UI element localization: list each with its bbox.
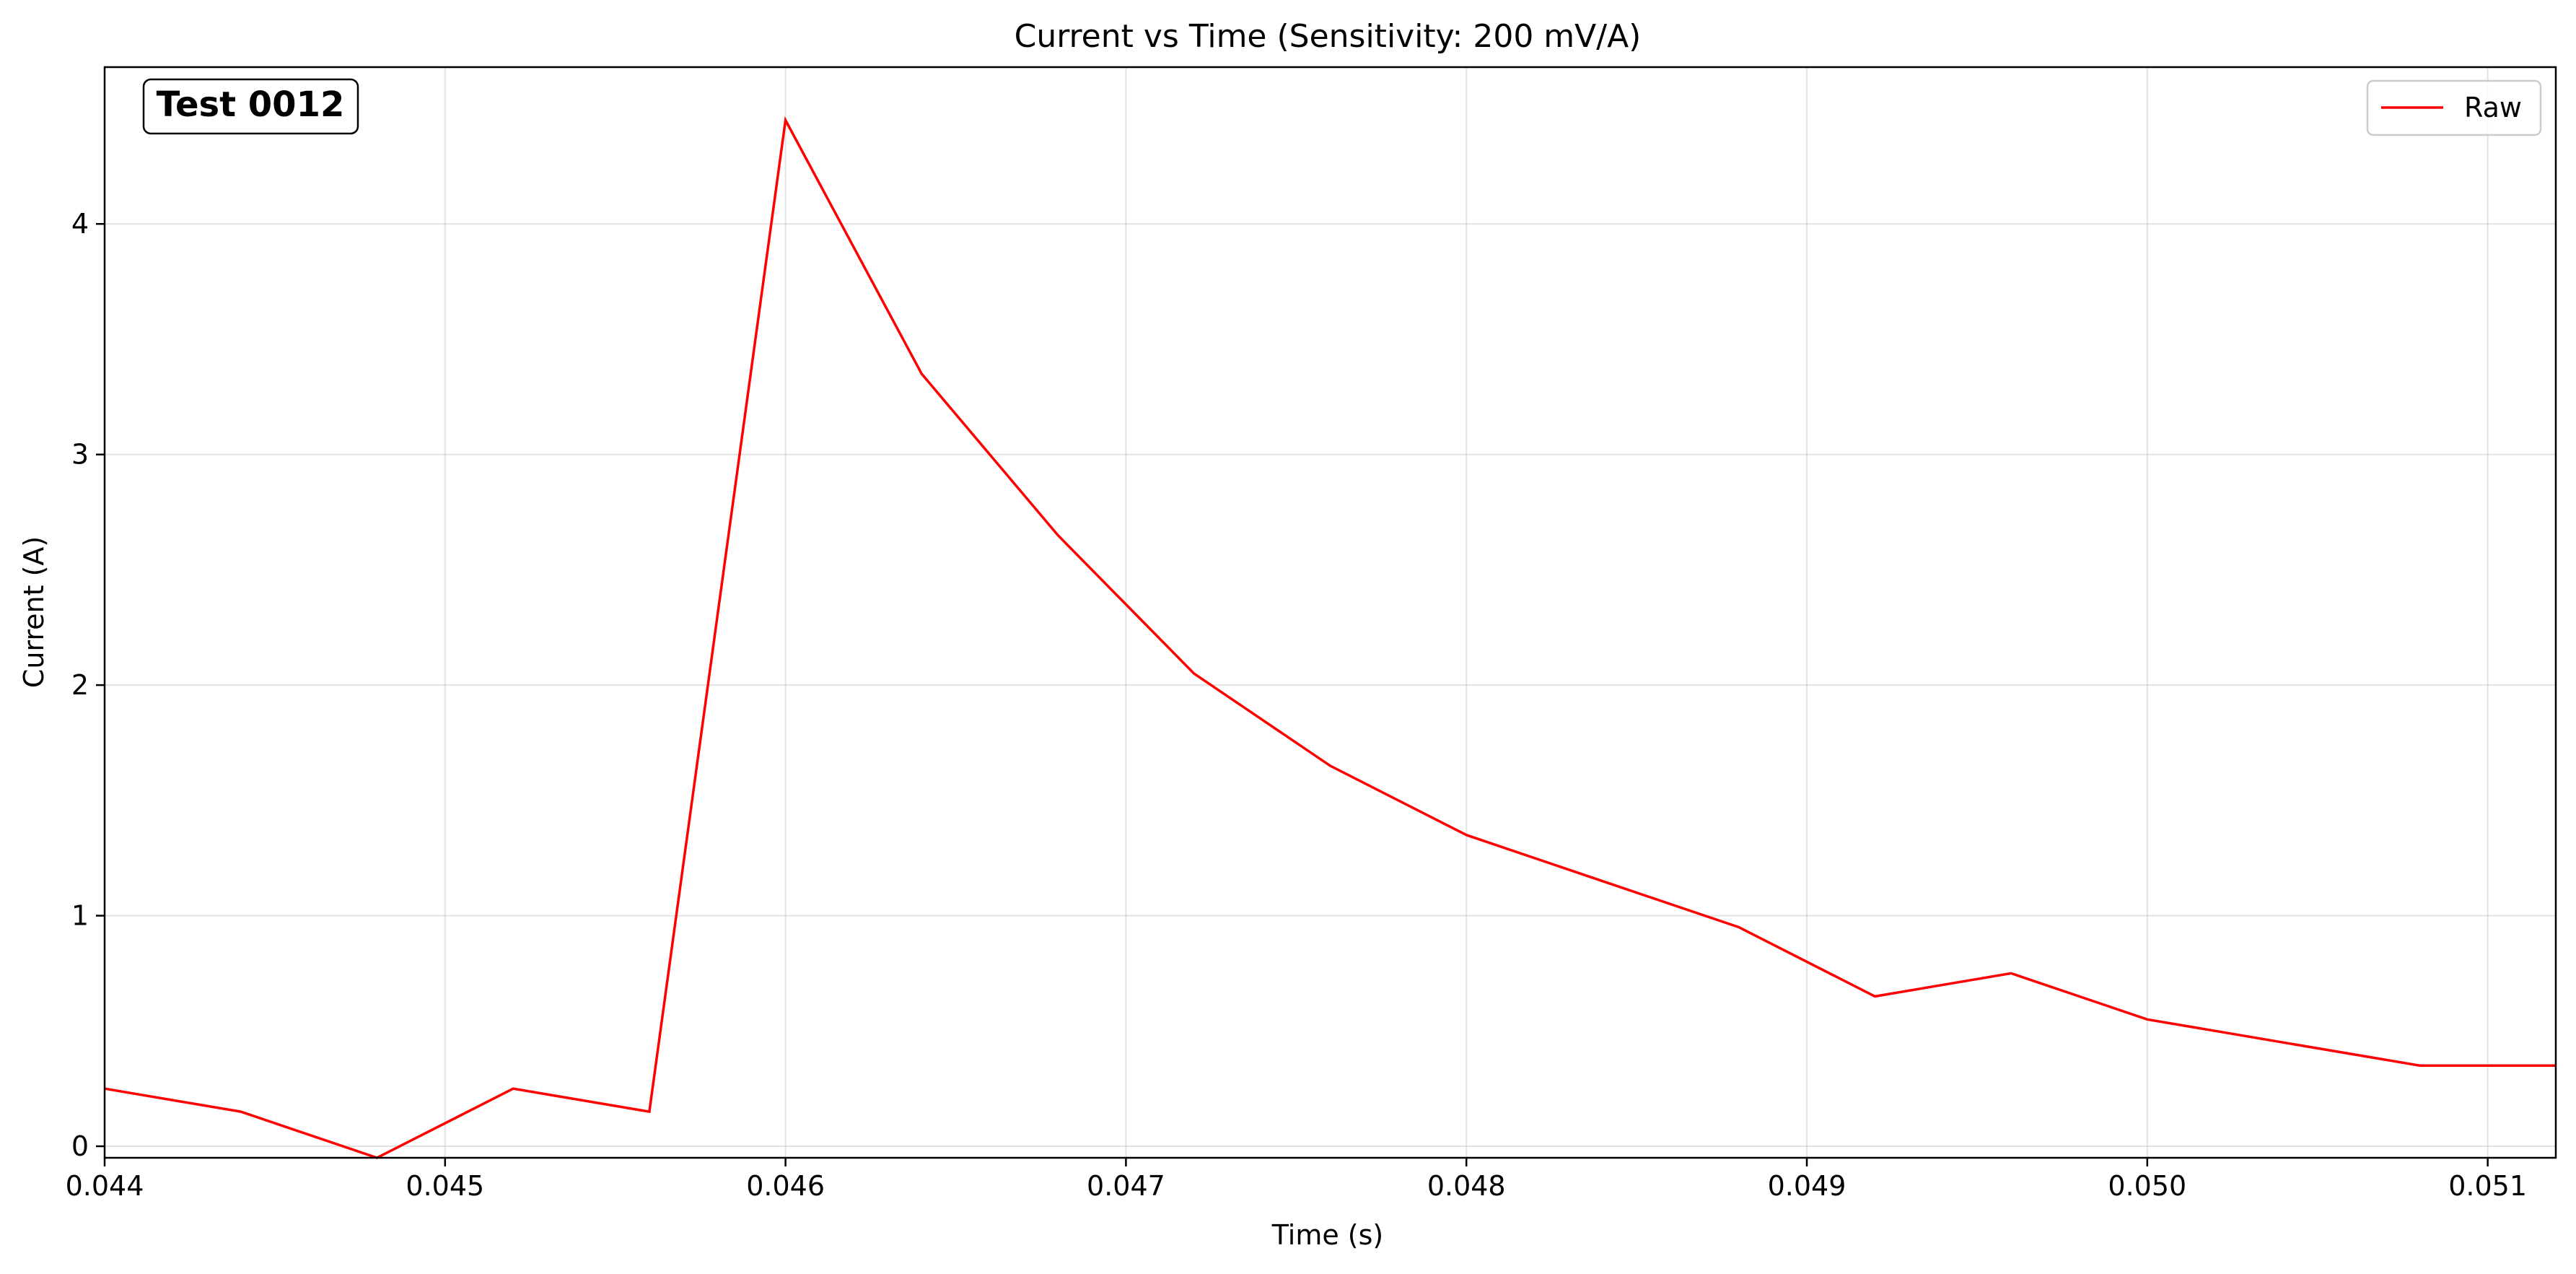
x-tick-label: 0.050 — [2108, 1170, 2186, 1202]
x-tick-label: 0.046 — [746, 1170, 825, 1202]
series-layer — [104, 115, 2556, 1159]
series-line-raw — [104, 115, 2556, 1159]
x-tick-label: 0.049 — [1768, 1170, 1846, 1202]
x-tick-label: 0.048 — [1427, 1170, 1506, 1202]
x-axis-label: Time (s) — [1271, 1219, 1384, 1251]
x-tick-label: 0.044 — [66, 1170, 144, 1202]
annotation-text: Test 0012 — [157, 84, 345, 125]
chart-title: Current vs Time (Sensitivity: 200 mV/A) — [1015, 18, 1642, 55]
grid-lines — [104, 67, 2556, 1158]
y-tick-label: 1 — [71, 900, 89, 932]
legend-frame — [2366, 79, 2542, 136]
legend-label-raw: Raw — [2464, 92, 2522, 123]
y-tick-label: 2 — [71, 669, 89, 701]
legend: Raw — [2366, 79, 2542, 136]
annotation-frame — [142, 78, 359, 135]
y-tick-label: 0 — [71, 1130, 89, 1162]
y-tick-label: 3 — [71, 439, 89, 471]
x-axis-ticks: 0.044 0.045 0.046 0.047 0.048 0.049 0.050 0.051 — [66, 1158, 2527, 1202]
y-axis-ticks: 0 1 2 3 4 — [71, 208, 105, 1162]
y-tick-label: 4 — [71, 208, 89, 240]
x-tick-label: 0.045 — [406, 1170, 484, 1202]
annotation-box: Test 0012 — [142, 78, 359, 135]
y-axis-label: Current (A) — [18, 536, 50, 688]
x-tick-label: 0.047 — [1087, 1170, 1165, 1202]
x-tick-label: 0.051 — [2448, 1170, 2527, 1202]
plot-area-border — [103, 66, 2557, 1159]
